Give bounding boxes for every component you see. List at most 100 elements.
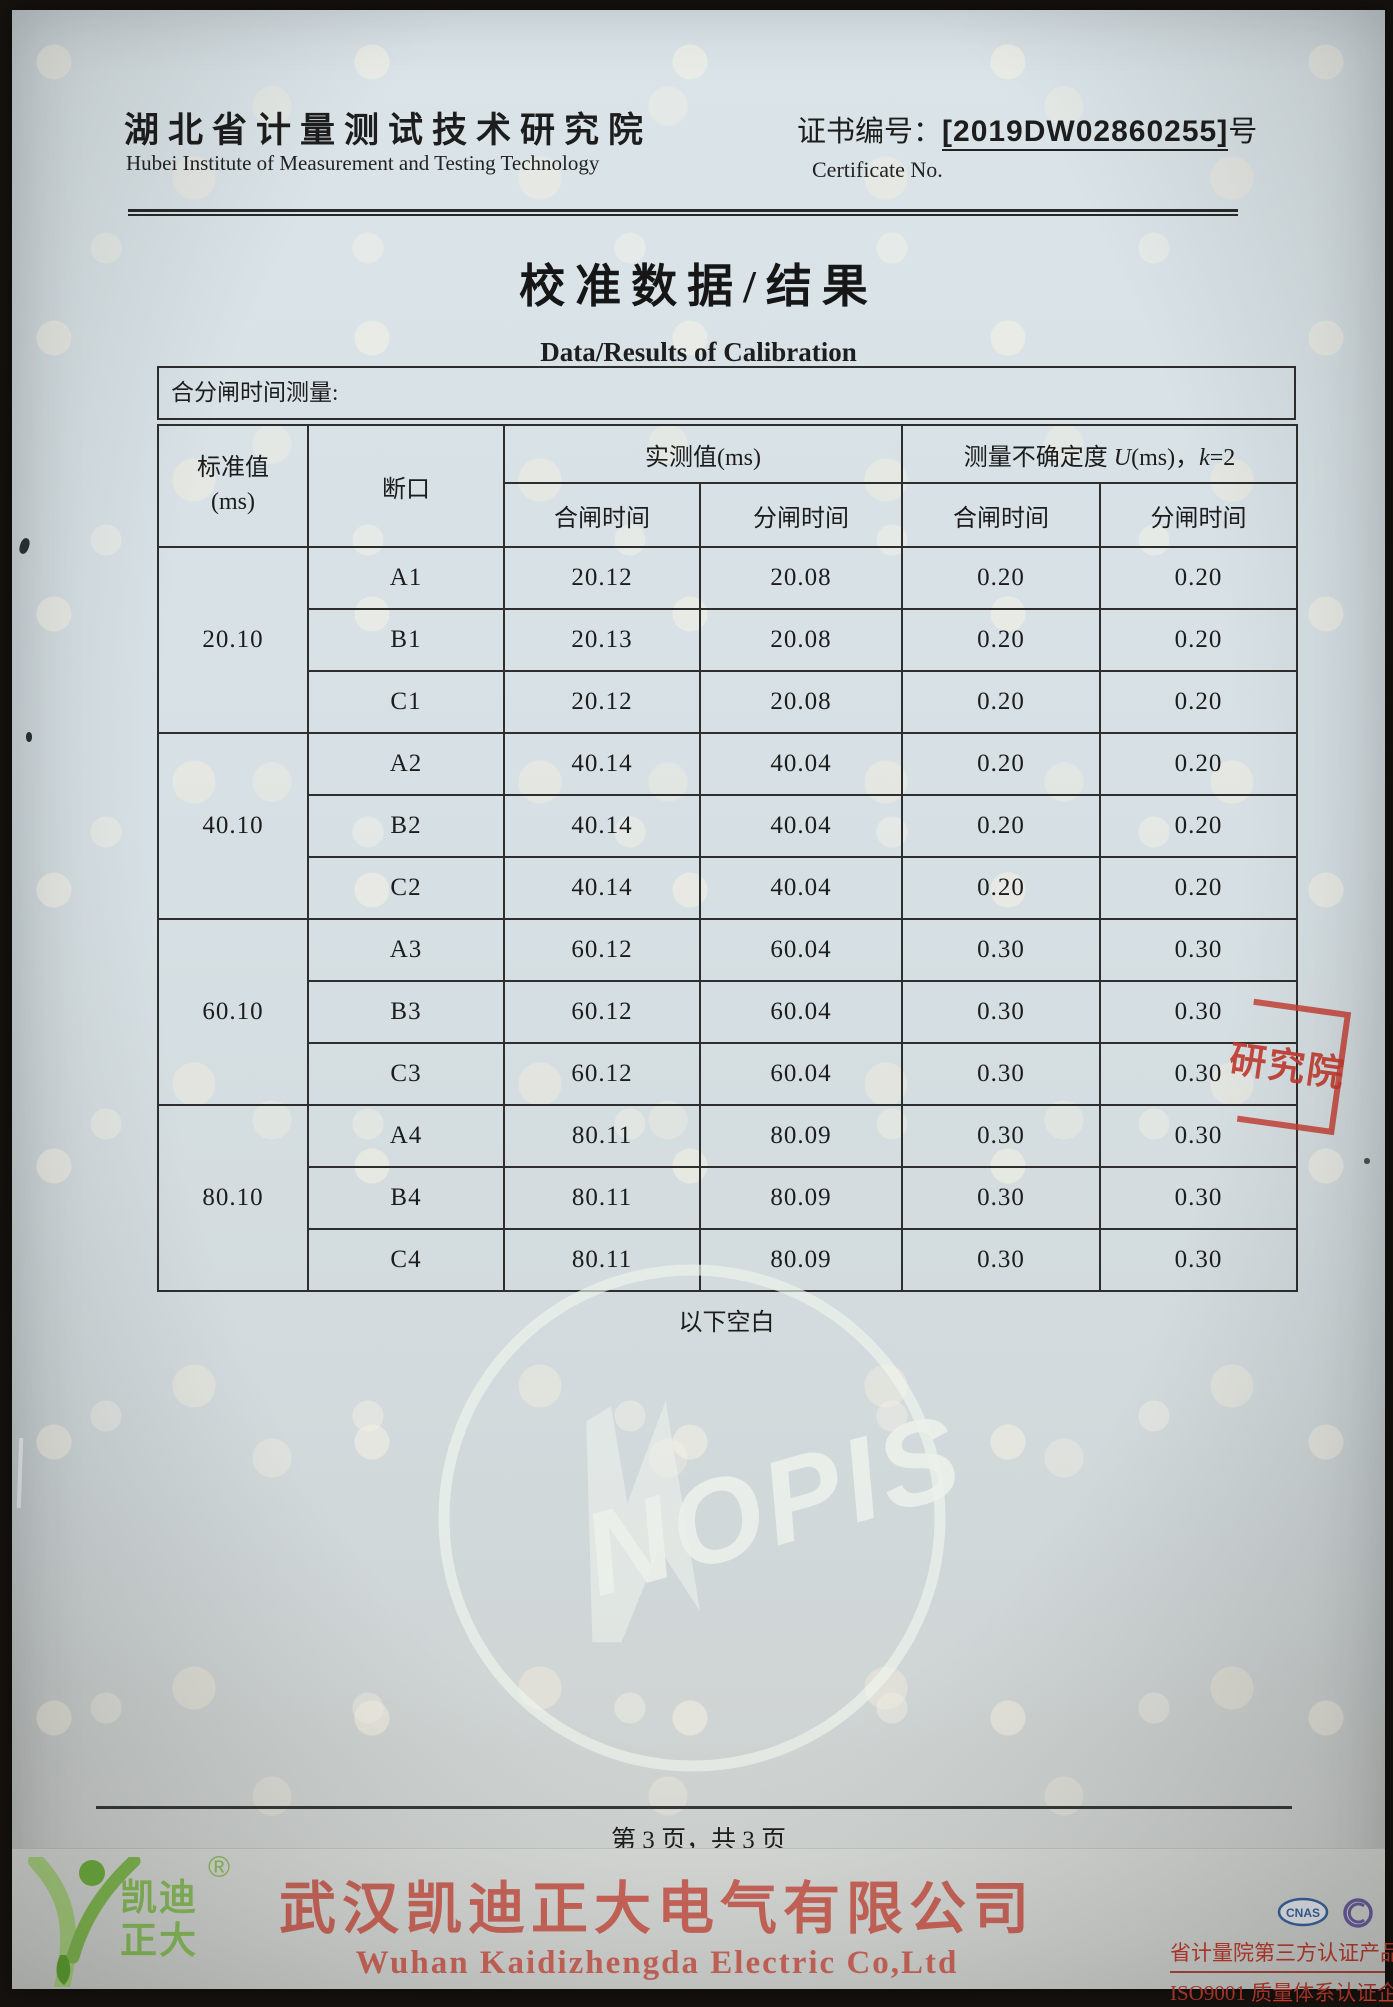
close-time-cell: 40.14 [503, 732, 701, 796]
table-row: 40.10 A2 40.14 40.04 0.20 0.20 [157, 732, 1299, 920]
lightning-n-icon [586, 1400, 701, 1643]
page-edge-scratch [16, 1437, 24, 1509]
section-label: 合分闸时间测量: [171, 380, 339, 405]
u-open-cell: 0.30 [1098, 1104, 1299, 1168]
cnas-text: CNAS [1286, 1906, 1320, 1920]
uncertainty-mid: (ms)， [1131, 444, 1200, 471]
u-close-cell: 0.20 [901, 856, 1101, 920]
certificate-number-label: 证书编号： [797, 116, 943, 148]
u-open-cell: 0.20 [1098, 856, 1299, 920]
u-open-cell: 0.30 [1098, 1166, 1299, 1230]
logo-text-line1: 凯迪 [120, 1877, 198, 1918]
dust-speck [17, 537, 32, 555]
company-banner: 凯迪 正大 ® 武汉凯迪正大电气有限公司 Wuhan Kaidizhengda … [12, 1848, 1393, 2005]
table-row: 60.10 A3 60.12 60.04 0.30 0.30 [157, 918, 1299, 1106]
open-time-cell: 20.08 [699, 608, 903, 672]
certification-divider [1170, 1971, 1385, 1973]
u-open-cell: 0.20 [1098, 608, 1299, 672]
break-cell: B1 [307, 608, 505, 672]
col-header-standard: 标准值 (ms) [157, 424, 309, 548]
break-cell: C1 [307, 670, 505, 734]
break-cell: A3 [307, 918, 505, 982]
watermark-text: NOPIS [569, 1388, 972, 1622]
section-label-box: 合分闸时间测量: [157, 366, 1296, 420]
standard-value-cell: 80.10 [157, 1104, 309, 1292]
certification-block: CNAS 省计量院第三方认证产品 ISO9001 质量体系认证企业 [1170, 1897, 1393, 2007]
close-time-cell: 80.11 [503, 1104, 701, 1168]
u-close-cell: 0.30 [901, 1042, 1101, 1106]
u-close-cell: 0.20 [901, 732, 1101, 796]
close-time-cell: 60.12 [503, 1042, 701, 1106]
below-blank-note: 以下空白 [678, 1310, 775, 1336]
company-name-cn: 武汉凯迪正大电气有限公司 [279, 1878, 1035, 1941]
subcol-close-time: 合闸时间 [901, 482, 1101, 548]
u-open-cell: 0.30 [1098, 1042, 1299, 1106]
close-time-cell: 80.11 [503, 1166, 701, 1230]
col-header-uncertainty: 测量不确定度 U(ms)，k=2 [900, 424, 1299, 484]
certificate-page: 湖北省计量测试技术研究院 Hubei Institute of Measurem… [12, 10, 1393, 2005]
open-time-cell: 40.04 [699, 856, 903, 920]
page-subtitle: Data/Results of Calibration [540, 337, 857, 367]
standard-value-cell: 40.10 [157, 732, 309, 920]
open-time-cell: 40.04 [699, 794, 903, 858]
subcol-close-time: 合闸时间 [503, 482, 701, 548]
certification-line1: 省计量院第三方认证产品 [1170, 1941, 1393, 1965]
break-cell: A1 [307, 546, 505, 610]
u-open-cell: 0.20 [1098, 794, 1299, 858]
u-open-cell: 0.30 [1098, 980, 1299, 1044]
u-open-cell: 0.30 [1098, 1228, 1299, 1292]
open-time-cell: 80.09 [699, 1104, 903, 1168]
uncertainty-prefix: 测量不确定度 [963, 444, 1114, 471]
table-row: 20.10 A1 20.12 20.08 0.20 0.20 [157, 546, 1299, 734]
cnas-logo-icon: CNAS [1277, 1897, 1329, 1927]
certification-line2: ISO9001 质量体系认证企业 [1170, 1981, 1393, 2005]
close-time-cell: 20.13 [503, 608, 701, 672]
col-header-standard-unit: (ms) [211, 489, 255, 515]
certificate-number-suffix: 号 [1228, 116, 1258, 148]
open-time-cell: 20.08 [699, 546, 903, 610]
col-header-measured: 实测值(ms) [503, 424, 903, 484]
uncertainty-u: U [1113, 444, 1132, 471]
break-cell: A4 [307, 1104, 505, 1168]
close-time-cell: 80.11 [503, 1228, 701, 1292]
certificate-number: 证书编号：[2019DW02860255]号 [797, 108, 1258, 151]
close-time-cell: 40.14 [503, 856, 701, 920]
open-time-cell: 60.04 [699, 1042, 903, 1106]
table-row: C2 40.14 40.04 0.20 0.20 [158, 856, 1299, 920]
open-time-cell: 80.09 [699, 1166, 903, 1230]
open-time-cell: 40.04 [699, 732, 903, 796]
break-cell: C4 [307, 1228, 505, 1292]
table-row: C4 80.11 80.09 0.30 0.30 [158, 1228, 1299, 1292]
break-cell: B4 [307, 1166, 505, 1230]
registered-mark: ® [208, 1851, 231, 1884]
table-row: B4 80.11 80.09 0.30 0.30 [158, 1166, 1299, 1230]
standard-value-cell: 20.10 [157, 546, 309, 734]
dust-speck [26, 732, 32, 742]
company-name-en: Wuhan Kaidizhengda Electric Co,Ltd [355, 1945, 959, 1981]
page-title: 校准数据/结果 [519, 261, 878, 312]
open-time-cell: 60.04 [699, 918, 903, 982]
close-time-cell: 60.12 [503, 918, 701, 982]
table-row: C3 60.12 60.04 0.30 0.30 [158, 1042, 1299, 1106]
close-time-cell: 20.12 [503, 546, 701, 610]
u-close-cell: 0.30 [901, 918, 1101, 982]
col-header-standard-label: 标准值 [197, 455, 269, 482]
u-close-cell: 0.30 [901, 1228, 1101, 1292]
u-close-cell: 0.20 [901, 608, 1101, 672]
uc-logo-icon [1343, 1898, 1373, 1928]
u-close-cell: 0.20 [901, 546, 1101, 610]
table-row: 80.10 A4 80.11 80.09 0.30 0.30 [157, 1104, 1299, 1292]
u-open-cell: 0.20 [1098, 732, 1299, 796]
calibration-table: 标准值 (ms) 断口 实测值(ms) 测量不确定度 U(ms)，k=2 合闸时… [157, 424, 1299, 1292]
certificate-number-label-en: Certificate No. [812, 157, 943, 182]
break-cell: B3 [307, 980, 505, 1044]
subcol-open-time: 分闸时间 [699, 482, 903, 548]
uncertainty-k: k [1199, 444, 1210, 471]
u-open-cell: 0.20 [1098, 546, 1299, 610]
break-cell: A2 [307, 732, 505, 796]
u-open-cell: 0.20 [1098, 670, 1299, 734]
subcol-open-time: 分闸时间 [1098, 482, 1299, 548]
stamp-text: 研究院 [1226, 1039, 1349, 1097]
u-close-cell: 0.30 [901, 1166, 1101, 1230]
